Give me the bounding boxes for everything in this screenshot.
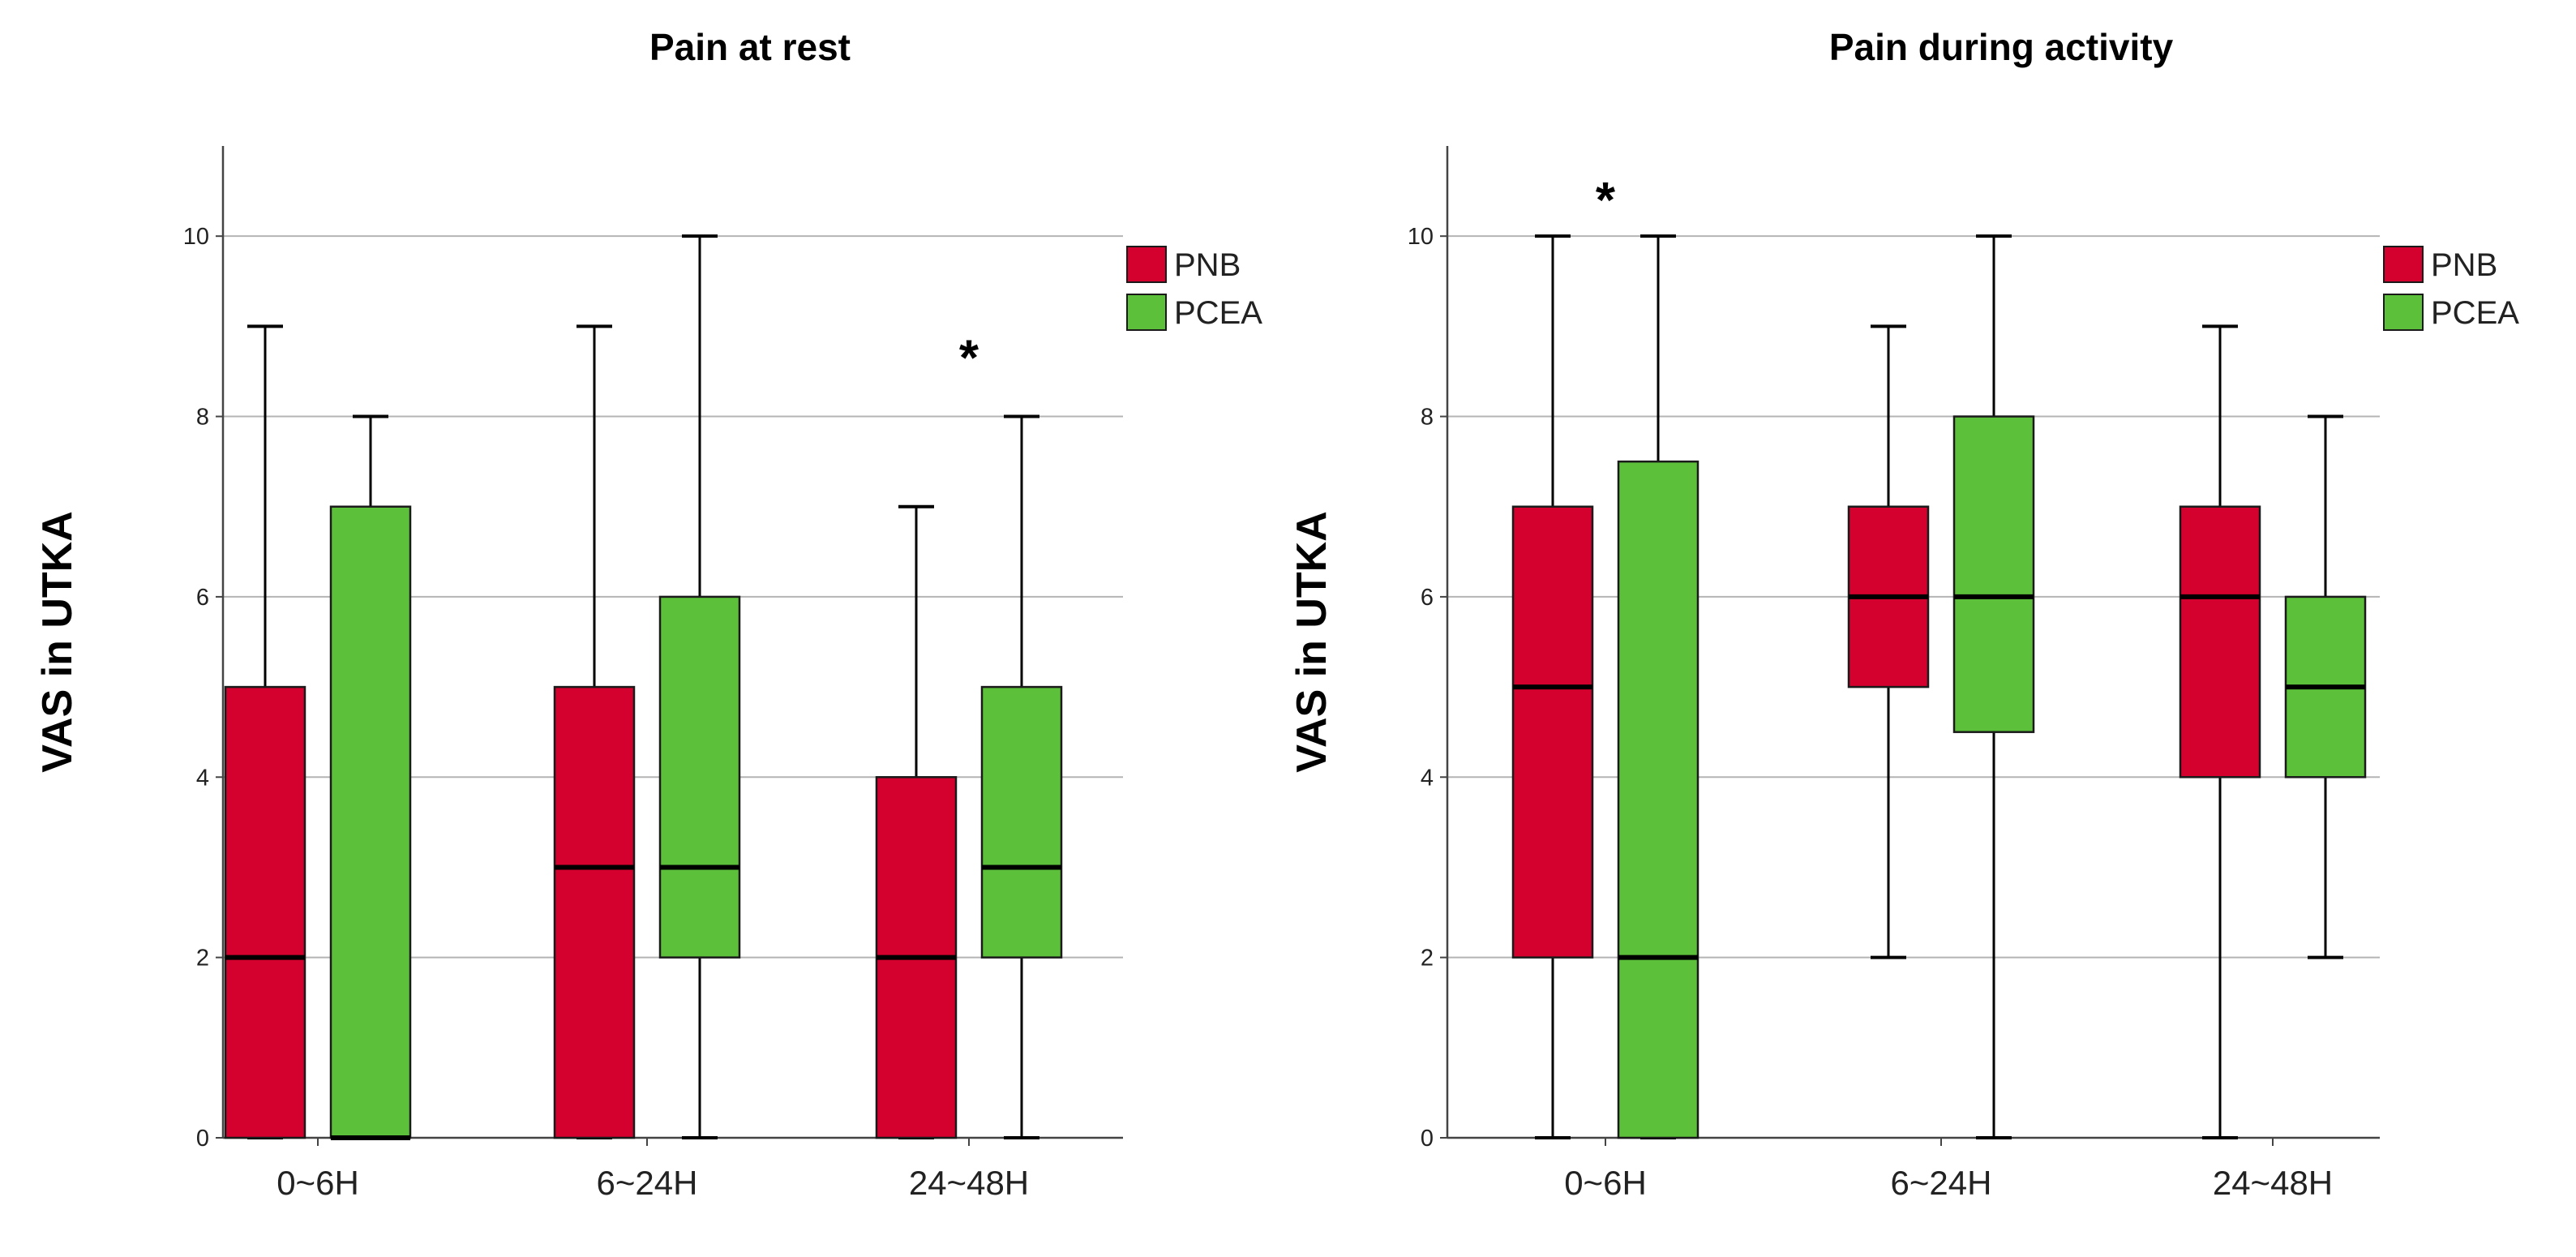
box-pcea-6~24H: [1952, 234, 2035, 1139]
box-body: [1952, 415, 2035, 733]
y-tick-label: 2: [1421, 946, 1434, 972]
box-pnb-0~6H: [1511, 234, 1594, 1139]
chart-title: Pain at rest: [649, 26, 851, 68]
box-pnb-6~24H: [1847, 324, 1930, 959]
panel-pain-during-activity: Pain during activity VAS in UTKA 0 2 4 6 8 10 0~…: [1288, 26, 2519, 1202]
box-body: [553, 685, 636, 1139]
box-pnb-6~24H: [553, 324, 636, 1139]
y-axis-label: VAS in UTKA: [34, 511, 81, 773]
box-body: [980, 685, 1063, 959]
legend-label-pnb: PNB: [1174, 247, 1241, 283]
x-tick-label: 24~48H: [2213, 1164, 2333, 1202]
legend-label-pnb: PNB: [2431, 247, 2497, 283]
x-tick-label: 6~24H: [597, 1164, 698, 1202]
y-tick-label: 4: [1421, 765, 1434, 791]
y-tick-label: 4: [196, 765, 209, 791]
box-body: [658, 595, 741, 959]
box-body: [1511, 505, 1594, 959]
x-tick-label: 6~24H: [1891, 1164, 1992, 1202]
y-tick-label: 8: [1421, 405, 1434, 431]
box-pnb-24~48H: [875, 504, 958, 1139]
box-pnb-0~6H: [224, 324, 306, 1139]
box-body: [224, 685, 306, 1139]
panel-pain-at-rest: Pain at rest VAS in UTKA 0 2 4 6 8 10 0~6H 6~24H 2…: [34, 26, 1262, 1202]
legend-swatch-pnb: [2383, 246, 2424, 283]
x-tick-label: 0~6H: [276, 1164, 359, 1202]
chart-title: Pain during activity: [1829, 26, 2174, 68]
legend-label-pcea: PCEA: [1174, 295, 1262, 331]
y-tick-label: 6: [1421, 585, 1434, 611]
y-tick-label: 0: [196, 1126, 209, 1152]
box-body: [2179, 505, 2261, 779]
y-axis-label: VAS in UTKA: [1288, 511, 1335, 773]
significance-marker: *: [1596, 173, 1616, 229]
legend-swatch-pcea: [1126, 294, 1167, 331]
legend-swatch-pnb: [1126, 246, 1167, 283]
box-pcea-24~48H: [2284, 414, 2367, 959]
x-tick-label: 0~6H: [1564, 1164, 1647, 1202]
y-tick-label: 0: [1421, 1126, 1434, 1152]
box-pcea-24~48H: [980, 414, 1063, 1139]
y-tick-label: 10: [183, 224, 209, 250]
y-tick-label: 6: [196, 585, 209, 611]
box-pcea-0~6H: [329, 414, 412, 1140]
box-pnb-24~48H: [2179, 324, 2261, 1139]
x-tick-label: 24~48H: [909, 1164, 1029, 1202]
box-pcea-6~24H: [658, 234, 741, 1139]
y-tick-label: 10: [1408, 224, 1434, 250]
y-tick-label: 2: [196, 946, 209, 972]
box-body: [1617, 460, 1699, 1139]
significance-marker: *: [959, 331, 979, 387]
legend-label-pcea: PCEA: [2431, 295, 2519, 331]
box-body: [329, 505, 412, 1139]
box-pcea-0~6H: [1617, 234, 1699, 1139]
y-tick-label: 8: [196, 405, 209, 431]
legend-swatch-pcea: [2383, 294, 2424, 331]
